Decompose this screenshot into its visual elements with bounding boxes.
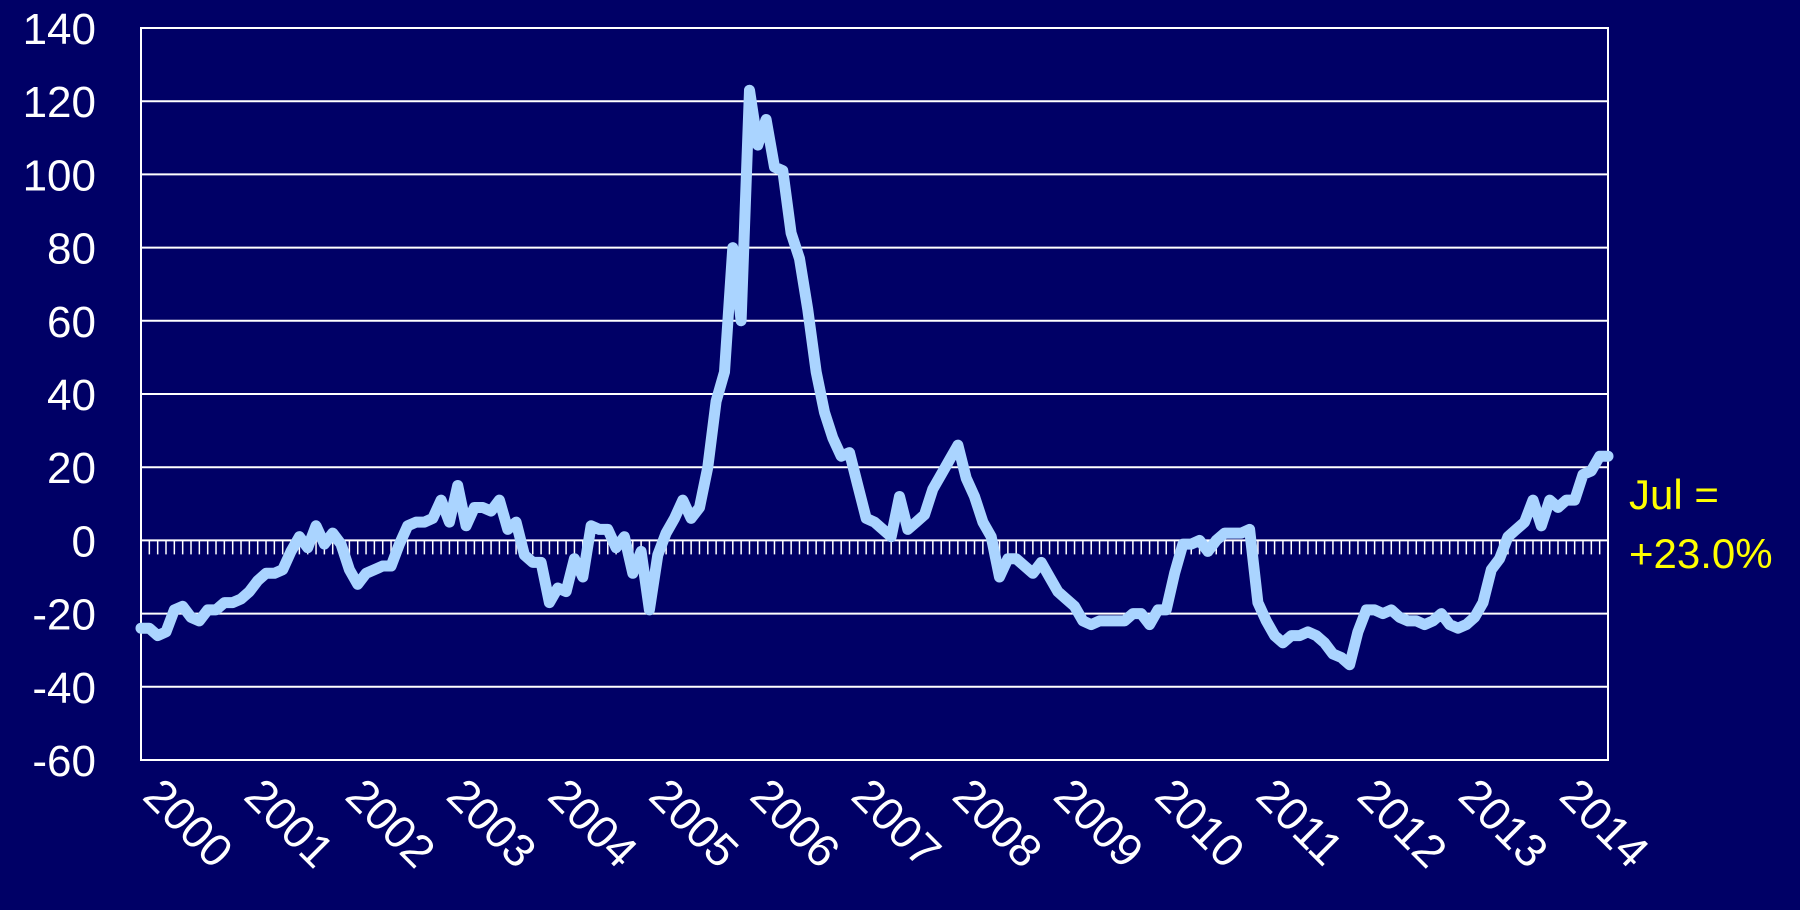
y-tick-label: 0 (72, 517, 96, 566)
x-tick-label: 2011 (1247, 768, 1354, 875)
y-tick-label: -40 (32, 664, 96, 713)
x-tick-label: 2005 (640, 768, 749, 877)
x-tick-label: 2003 (437, 768, 546, 877)
y-axis-tick-labels: 140 120 100 80 60 40 20 0 -20 -40 -60 (23, 5, 96, 786)
plot-area (140, 27, 1609, 761)
x-minor-ticks (140, 540, 1609, 555)
annotation-line1: Jul = (1629, 471, 1719, 518)
x-tick-label: 2001 (235, 768, 344, 877)
y-tick-label: -60 (32, 737, 96, 786)
y-tick-label: 120 (23, 78, 96, 127)
annotation-line2: +23.0% (1629, 530, 1773, 577)
series-line (135, 84, 1614, 671)
x-tick-label: 2012 (1348, 768, 1457, 877)
gridlines (141, 27, 1608, 761)
x-tick-label: 2006 (741, 768, 850, 877)
x-tick-label: 2014 (1550, 768, 1659, 877)
x-axis-tick-labels: 2000200120022003200420052006200720082009… (134, 768, 1660, 877)
x-tick-label: 2010 (1146, 768, 1255, 877)
x-tick-label: 2013 (1449, 768, 1558, 877)
y-tick-label: 40 (47, 371, 96, 420)
x-tick-label: 2008 (943, 768, 1052, 877)
x-tick-label: 2004 (539, 768, 648, 877)
series-group (135, 84, 1614, 671)
y-tick-label: 100 (23, 151, 96, 200)
latest-value-annotation: Jul = +23.0% (1629, 471, 1773, 577)
y-tick-label: 80 (47, 225, 96, 274)
x-tick-label: 2009 (1044, 768, 1153, 877)
y-tick-label: 20 (47, 444, 96, 493)
x-tick-label: 2002 (336, 768, 445, 877)
y-tick-label: -20 (32, 591, 96, 640)
y-tick-label: 140 (23, 5, 96, 54)
x-tick-label: 2000 (134, 768, 243, 877)
x-tick-label: 2007 (842, 768, 951, 877)
y-tick-label: 60 (47, 298, 96, 347)
